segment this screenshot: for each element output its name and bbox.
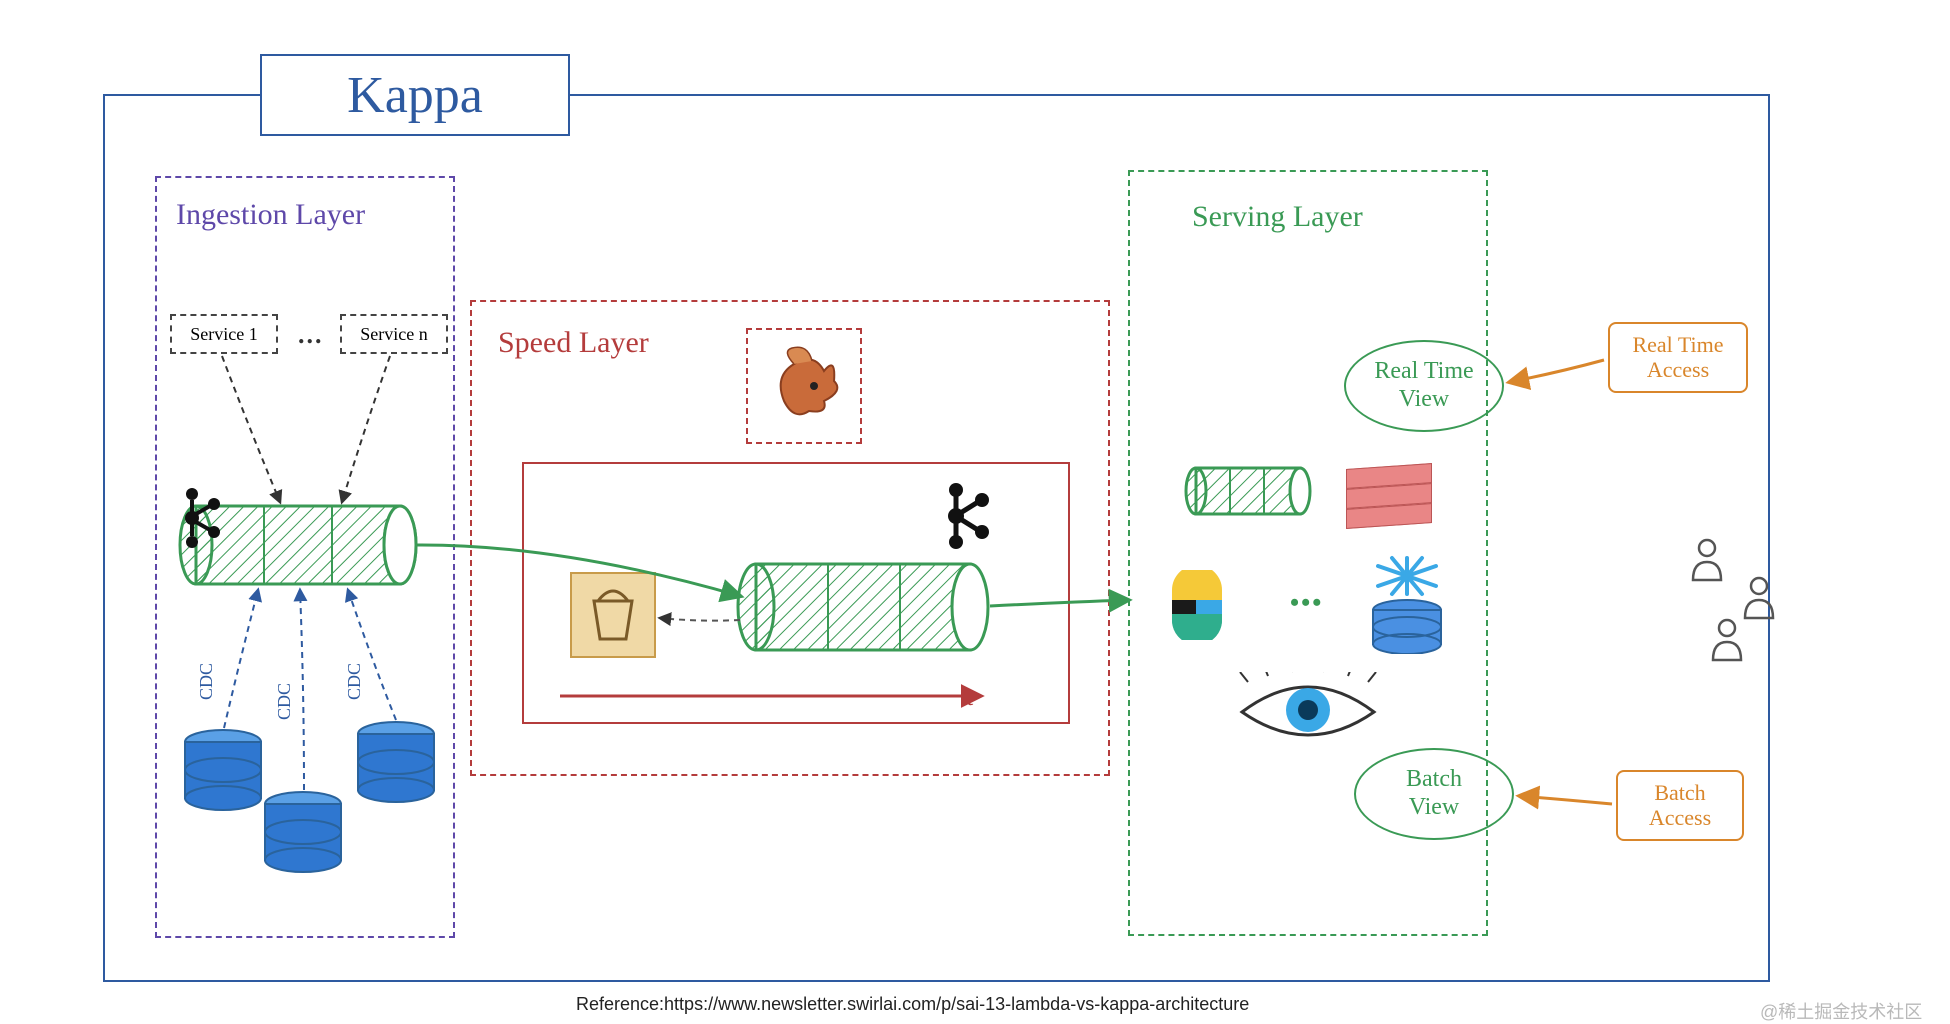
- batch-access-label: Batch Access: [1616, 770, 1744, 841]
- services-ellipsis: ...: [298, 320, 324, 350]
- ingestion-layer-box: [155, 176, 455, 938]
- watermark-text: @稀土掘金技术社区: [1760, 998, 1922, 1024]
- flink-icon: [764, 346, 844, 426]
- serving-layer-title: Serving Layer: [1192, 200, 1363, 234]
- service-box-1: Service 1: [170, 314, 278, 354]
- eye-icon: [1238, 672, 1378, 748]
- user-icon: [1690, 538, 1724, 582]
- cdc-label-3: CDC: [344, 663, 365, 700]
- user-icon: [1742, 576, 1776, 620]
- user-icon: [1710, 618, 1744, 662]
- diagram-title: Kappa: [347, 66, 483, 125]
- batch-view-label: Batch View: [1406, 766, 1462, 821]
- service-1-label: Service 1: [190, 324, 257, 345]
- diagram-title-box: Kappa: [260, 54, 570, 136]
- cdc-label-1: CDC: [196, 663, 217, 700]
- cdc-label-2: CDC: [274, 683, 295, 720]
- speed-layer-title: Speed Layer: [498, 326, 649, 360]
- snowflake-db-icon: [1364, 554, 1450, 654]
- time-axis-label: t: [966, 682, 973, 712]
- reference-text: Reference:https://www.newsletter.swirlai…: [576, 994, 1249, 1015]
- ingestion-layer-title: Ingestion Layer: [176, 198, 365, 232]
- real-time-view-label: Real Time View: [1374, 358, 1473, 413]
- elasticsearch-icon: [1162, 570, 1232, 640]
- layers-stack-icon: [1346, 466, 1430, 526]
- bucket-icon: [588, 587, 638, 643]
- bucket-box: [570, 572, 656, 658]
- service-n-label: Service n: [360, 324, 427, 345]
- service-box-n: Service n: [340, 314, 448, 354]
- real-time-access-label: Real Time Access: [1608, 322, 1748, 393]
- batch-view: Batch View: [1354, 748, 1514, 840]
- flink-box: [746, 328, 862, 444]
- serving-ellipsis: •••: [1290, 588, 1323, 618]
- real-time-view: Real Time View: [1344, 340, 1504, 432]
